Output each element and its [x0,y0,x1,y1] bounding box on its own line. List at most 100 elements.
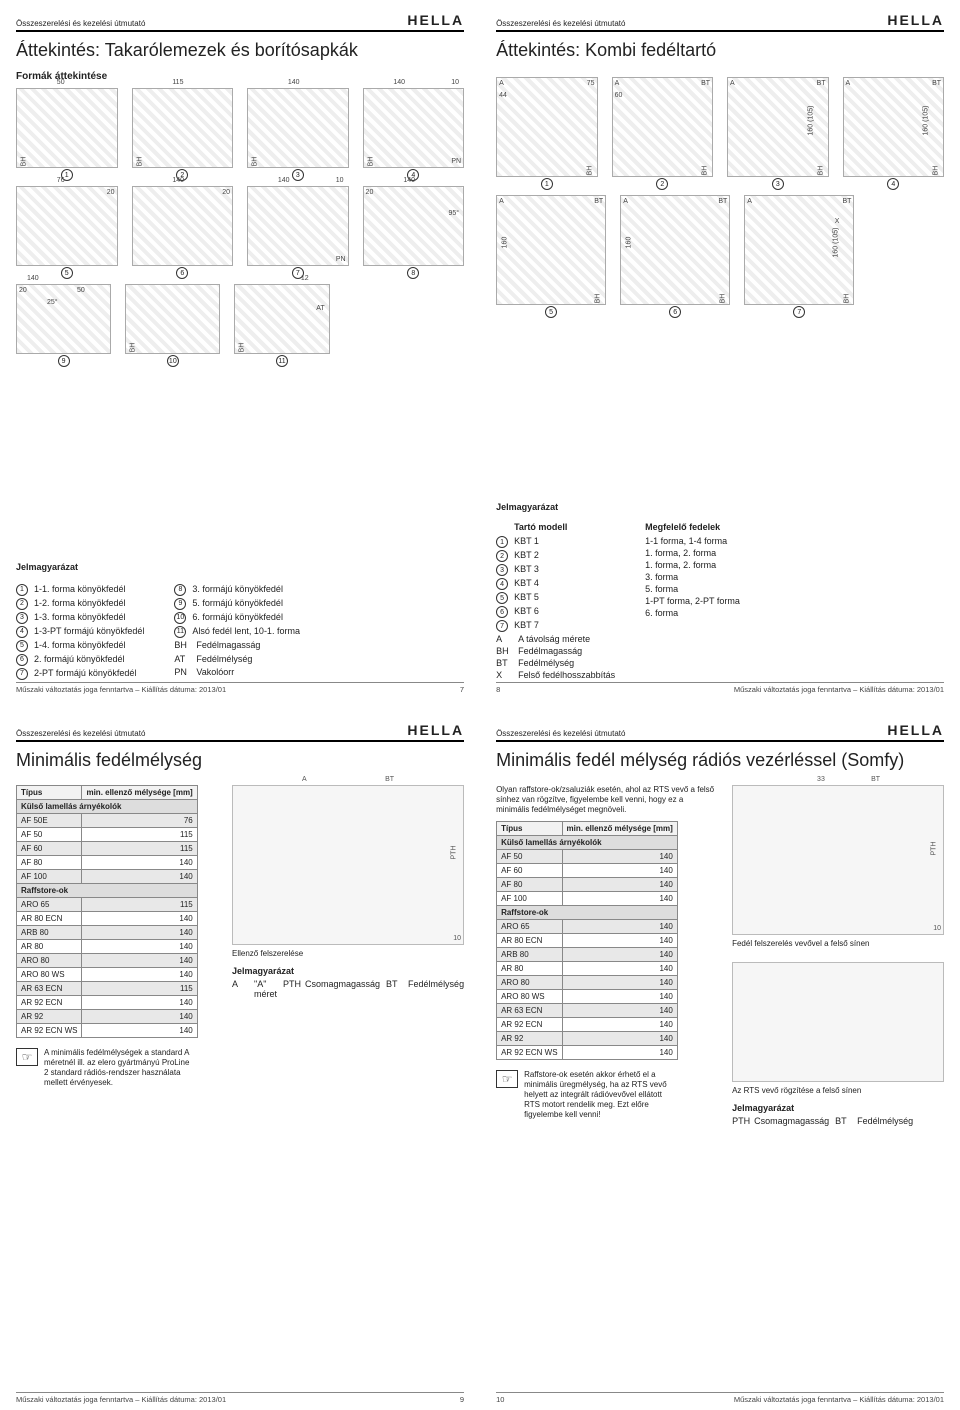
fig-number: 9 [58,355,70,367]
cell-value: 115 [82,898,197,912]
dim: BH [130,343,137,353]
legend-text: 1. forma, 2. forma [645,560,716,570]
cell-value: 140 [562,1046,677,1060]
schematic: 140 10 PN BH 4 [363,88,465,168]
circled-number: 4 [16,626,28,638]
section-header: Külső lamellás árnyékolók [497,836,678,850]
legend-text: 1. forma, 2. forma [645,548,716,558]
cell-value: 140 [562,864,677,878]
legend-key: A [232,979,248,999]
doc-header: Összeszerelési és kezelési útmutató [16,19,145,28]
dim: 160 [626,237,633,249]
legend-text: Csomagmagasság [754,1116,829,1126]
circled-number: 7 [496,620,508,632]
schematic: 12 AT BH 11 [234,284,329,354]
legend-text: Fedélmélység [857,1116,913,1126]
legend-item: 51-4. forma könyökfedél [16,640,144,652]
circled-number: 8 [174,584,186,596]
legend-text: Alsó fedél lent, 10-1. forma [192,626,300,638]
dim: BH [239,343,246,353]
schematic-row-2: 76 20 5 140 20 6 140 10 PN 7 140 95° [16,186,464,266]
dim: 140 [278,177,290,184]
footer-text: Műszaki változtatás joga fenntartva – Ki… [734,685,944,694]
dim: 140 [403,177,415,184]
footer-text: Műszaki változtatás joga fenntartva – Ki… [16,685,226,694]
page-title: Áttekintés: Kombi fedéltartó [496,40,944,61]
legend-text: 2-PT formájú könyökfedél [34,668,136,680]
schematic: BT A 60 BH 2 [612,77,713,177]
page-header: Összeszerelési és kezelési útmutató HELL… [16,12,464,32]
table-row: AR 80 ECN140 [497,934,678,948]
cell-type: ARO 80 [497,976,562,990]
cell-value: 140 [562,1032,677,1046]
legend-item: 4KBT 4 [496,578,615,590]
cell-type: AF 80 [17,856,82,870]
dim: 140 [288,79,300,86]
cell-type: AR 92 [497,1032,562,1046]
cell-type: AR 80 [17,940,82,954]
legend-item: 3KBT 3 [496,564,615,576]
dim: BT [871,776,880,783]
legend-item: 62. formájú könyökfedél [16,654,144,666]
legend-item: BHFedélmagasság [496,646,615,656]
cell-type: AF 100 [497,892,562,906]
legend-item: BTFedélmélység [496,658,615,668]
cell-type: AF 80 [497,878,562,892]
brand-logo: HELLA [887,722,944,738]
table-row: AR 92 ECN WS140 [17,1024,198,1038]
cell-type: ARB 80 [497,948,562,962]
legend-item: 7KBT 7 [496,620,615,632]
legend-title: Jelmagyarázat [496,502,944,512]
legend-key: A [496,634,512,644]
table-row: AF 60140 [497,864,678,878]
dim: 160 (105) [807,106,814,136]
dim: 10 [451,79,459,86]
dim: A [615,80,620,87]
cell-value: 115 [82,828,197,842]
legend-item: XFelső fedélhosszabbítás [496,670,615,680]
left-col: Típus min. ellenző mélysége [mm] Külső l… [16,785,216,1088]
page-8: Összeszerelési és kezelési útmutató HELL… [480,0,960,700]
legend-text: 1-3-PT formájú könyökfedél [34,626,144,638]
legend-item: 31-3. forma könyökfedél [16,612,144,624]
dim: 160 (105) [923,106,930,136]
cell-type: AR 92 ECN WS [17,1024,82,1038]
dim: 20 [107,189,115,196]
dim: A [623,198,628,205]
page-header: Összeszerelési és kezelési útmutató HELL… [496,12,944,32]
cell-type: AR 92 ECN [497,1018,562,1032]
dim: 20 [19,287,27,294]
legend-item: BHFedélmagasság [174,640,300,652]
table-row: AF 100140 [17,870,198,884]
dim: 160 (105) [833,228,840,258]
table-row: AR 92140 [497,1032,678,1046]
table-row: AF 50115 [17,828,198,842]
circled-number: 1 [16,584,28,596]
legend-text: 1-PT forma, 2-PT forma [645,596,740,606]
legend-title: Jelmagyarázat [16,562,464,572]
dim: BH [719,294,726,304]
schematic: 140 10 PN 7 [247,186,349,266]
dim: A [499,80,504,87]
section-header: Raffstore-ok [497,906,678,920]
note-text: Raffstore-ok esetén akkor érhető el a mi… [524,1070,676,1120]
table-row: ARO 80 WS140 [497,990,678,1004]
depth-table: Típus min. ellenző mélysége [mm] Külső l… [496,821,678,1060]
schematic: BT A 160 BH 6 [620,195,730,305]
illustration-2 [732,962,944,1082]
legend-text: 5. forma [645,584,678,594]
page-title: Minimális fedélmélység [16,750,464,771]
cell-type: AF 100 [17,870,82,884]
cell-value: 140 [562,850,677,864]
circled-number: 3 [16,612,28,624]
legend: Jelmagyarázat Tartó modell 1KBT 12KBT 23… [496,502,944,682]
cell-value: 140 [82,996,197,1010]
schematic-row-3: 140 20 25° 50 9 BH 10 12 AT BH 11 [16,284,330,354]
table-row: ARO 65140 [497,920,678,934]
page-number: 8 [496,685,500,694]
circled-number: 10 [174,612,186,624]
dim: BH [586,166,593,176]
cell-value: 140 [82,856,197,870]
dim: BH [933,166,940,176]
cell-value: 140 [82,1010,197,1024]
